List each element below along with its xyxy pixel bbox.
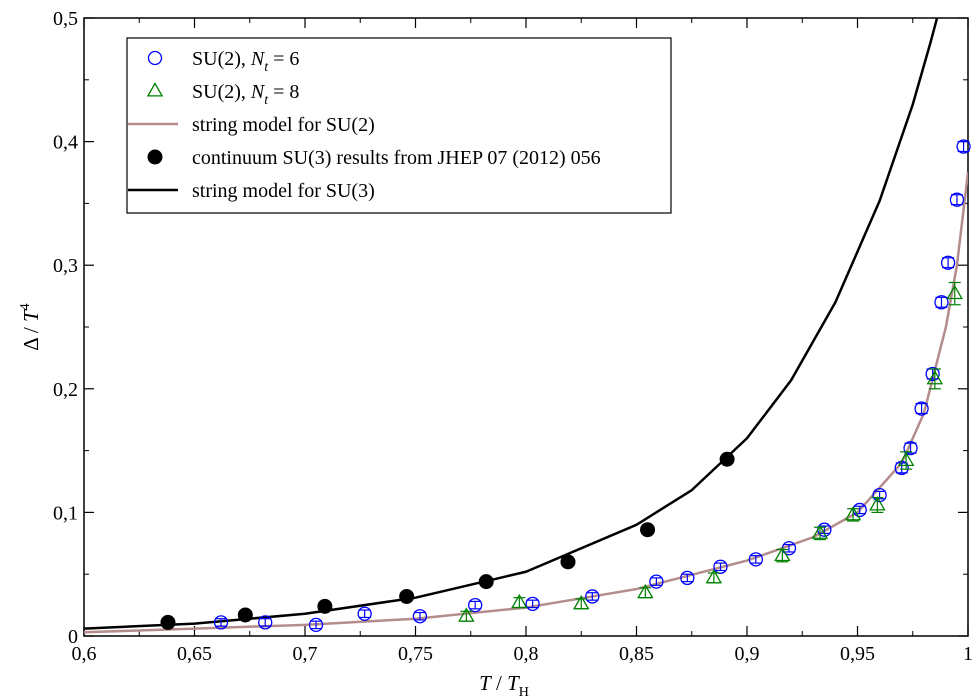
su2-nt8-point <box>774 546 791 562</box>
su2-nt6-point <box>585 589 600 604</box>
su2-nt6-point <box>213 615 229 630</box>
legend-su2-nt8-label: SU(2), Nt = 8 <box>192 81 299 108</box>
x-axis: 0,6 0,65 0,7 0,75 0,8 0,85 0,9 0,95 1 <box>72 18 972 665</box>
legend-su3-continuum-swatch <box>147 149 163 165</box>
su3-continuum-point <box>237 607 253 623</box>
su2-nt8-point <box>705 569 723 584</box>
legend: SU(2), Nt = 6 SU(2), Nt = 8 string model f… <box>126 37 672 214</box>
su3-continuum-point <box>160 614 176 630</box>
su3-continuum-point <box>399 588 415 604</box>
x-tick-label: 0,65 <box>177 643 212 665</box>
su2-nt6-point <box>468 597 483 613</box>
su2-nt8-point <box>869 496 886 511</box>
su2-nt8-point <box>511 593 528 609</box>
su2-nt6-point <box>748 552 763 567</box>
su2-nt6-point <box>925 366 940 382</box>
su2-nt6-point <box>914 401 929 416</box>
legend-su2-nt8-swatch <box>146 82 164 97</box>
x-axis-label: T / TH <box>479 671 529 700</box>
su2-nt6-point <box>940 255 956 270</box>
x-tick-label: 1 <box>963 643 972 665</box>
su2-nt8-point <box>637 583 654 599</box>
y-axis: 0 0,1 0,2 0,3 0,4 0,5 <box>53 8 968 648</box>
legend-box <box>126 37 672 214</box>
x-tick-label: 0,9 <box>735 643 760 665</box>
x-tick-label: 0,6 <box>72 643 97 665</box>
x-tick-label: 0,85 <box>619 643 654 665</box>
su2-nt8-point <box>897 451 915 467</box>
y-tick-label: 0 <box>68 626 78 648</box>
su2-nt8-point <box>458 607 475 622</box>
su3-continuum-point <box>560 554 576 570</box>
su2-nt6-point <box>412 609 428 624</box>
su3-continuum-point <box>317 598 333 614</box>
y-tick-label: 0,1 <box>53 502 78 524</box>
su2-nt8-point <box>844 506 862 521</box>
svg-text:Δ / T4: Δ / T4 <box>18 303 43 350</box>
legend-su2-string-model-label: string model for SU(2) <box>192 114 375 136</box>
data-markers <box>160 139 971 633</box>
su2-nt6-point <box>949 192 965 207</box>
su2-string-model-curve <box>84 172 968 634</box>
legend-su3-continuum-label: continuum SU(3) results from JHEP 07 (20… <box>192 147 601 169</box>
su3-continuum-point <box>478 574 494 590</box>
su2-nt6-point <box>308 617 324 633</box>
y-tick-label: 0,5 <box>53 8 78 30</box>
su2-nt6-point <box>680 570 695 586</box>
su2-nt8-point <box>946 284 963 300</box>
x-tick-label: 0,8 <box>514 643 539 665</box>
su2-nt6-point <box>956 139 971 154</box>
x-tick-label: 0,75 <box>398 643 433 665</box>
su2-nt8-point <box>926 370 944 385</box>
su3-continuum-point <box>719 451 735 467</box>
su2-nt6-point <box>649 574 664 589</box>
x-tick-label: 0,7 <box>293 643 318 665</box>
y-tick-label: 0,2 <box>53 379 78 401</box>
su2-nt6-point <box>258 615 273 630</box>
su2-nt6-point <box>903 440 918 456</box>
su3-continuum-point <box>640 522 656 538</box>
su2-nt6-point <box>525 596 540 612</box>
x-tick-label: 0,95 <box>840 643 875 665</box>
su2-nt6-point <box>713 559 728 574</box>
legend-su2-nt6-swatch <box>147 50 163 66</box>
su2-nt6-point <box>934 295 949 310</box>
y-axis-label: Δ / T4 <box>18 303 43 350</box>
y-tick-label: 0,3 <box>53 255 78 277</box>
su2-nt6-point <box>357 606 372 621</box>
su2-nt8-point <box>573 595 590 610</box>
y-tick-label: 0,4 <box>53 132 78 154</box>
su2-nt8-point <box>811 524 829 539</box>
legend-su2-nt6-label: SU(2), Nt = 6 <box>192 48 299 75</box>
legend-su3-string-model-label: string model for SU(3) <box>192 180 375 202</box>
